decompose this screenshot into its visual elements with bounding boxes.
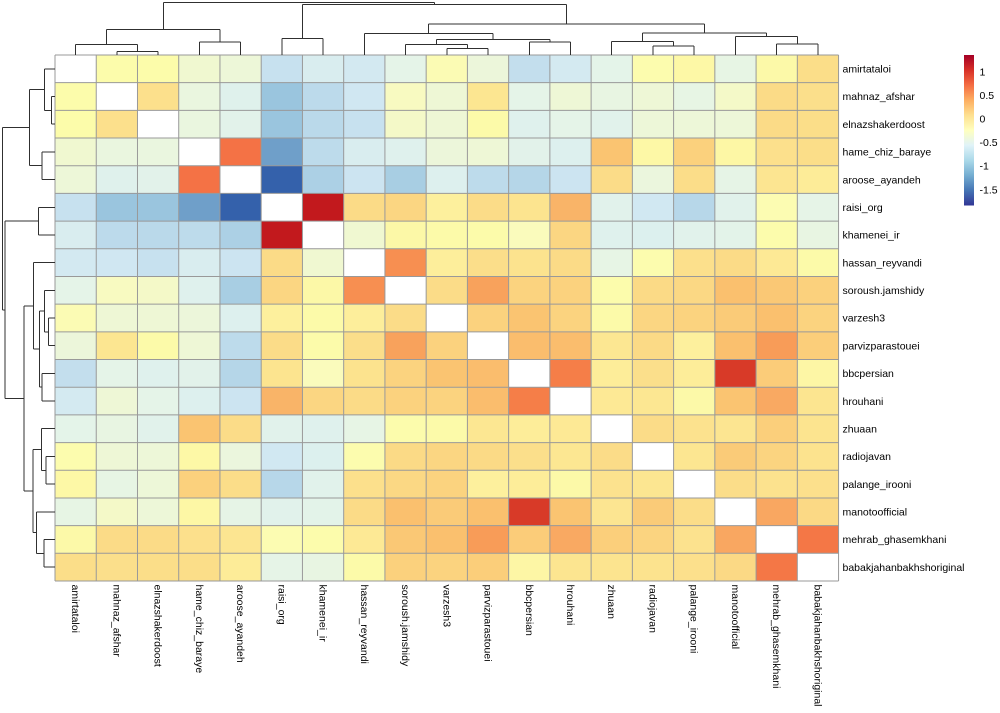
svg-text:manotoofficial: manotoofficial [843, 506, 908, 518]
svg-text:mahnaz_afshar: mahnaz_afshar [110, 585, 122, 658]
svg-text:bbcpersian: bbcpersian [523, 585, 535, 637]
svg-text:zhuaan: zhuaan [605, 585, 617, 620]
svg-text:parvizparastouei: parvizparastouei [843, 340, 920, 352]
svg-text:varzesh3: varzesh3 [843, 313, 886, 325]
svg-text:radiojavan: radiojavan [843, 451, 892, 463]
svg-text:raisi_org: raisi_org [275, 585, 287, 625]
svg-text:palange_irooni: palange_irooni [843, 479, 912, 491]
svg-text:-1: -1 [980, 161, 989, 173]
svg-text:aroose_ayandeh: aroose_ayandeh [234, 585, 246, 663]
svg-text:hame_chiz_baraye: hame_chiz_baraye [843, 147, 932, 159]
svg-text:babakjahanbakhshoriginal: babakjahanbakhshoriginal [843, 562, 965, 574]
svg-text:mehrab_ghasemkhani: mehrab_ghasemkhani [770, 585, 782, 689]
svg-text:raisi_org: raisi_org [843, 202, 883, 214]
svg-text:aroose_ayandeh: aroose_ayandeh [843, 174, 921, 186]
svg-text:palange_irooni: palange_irooni [688, 585, 700, 654]
svg-text:manotoofficial: manotoofficial [729, 585, 741, 650]
svg-text:soroush.jamshidy: soroush.jamshidy [843, 285, 925, 297]
svg-text:hame_chiz_baraye: hame_chiz_baraye [193, 585, 205, 674]
svg-text:amirtataloi: amirtataloi [69, 585, 81, 633]
svg-text:0.5: 0.5 [980, 90, 995, 102]
svg-text:babakjahanbakhshoriginal: babakjahanbakhshoriginal [811, 585, 823, 707]
svg-text:hassan_reyvandi: hassan_reyvandi [358, 585, 370, 664]
svg-text:mehrab_ghasemkhani: mehrab_ghasemkhani [843, 534, 947, 546]
svg-text:elnazshakerdoost: elnazshakerdoost [152, 585, 164, 667]
svg-text:varzesh3: varzesh3 [440, 585, 452, 628]
svg-text:radiojavan: radiojavan [646, 585, 658, 634]
svg-text:elnazshakerdoost: elnazshakerdoost [843, 119, 925, 131]
svg-text:0: 0 [980, 114, 986, 126]
svg-text:hrouhani: hrouhani [843, 396, 884, 408]
svg-text:bbcpersian: bbcpersian [843, 368, 895, 380]
svg-text:-0.5: -0.5 [980, 137, 998, 149]
svg-text:khamenei_ir: khamenei_ir [317, 585, 329, 643]
svg-text:amirtataloi: amirtataloi [843, 64, 891, 76]
svg-text:1: 1 [980, 66, 986, 78]
svg-text:hrouhani: hrouhani [564, 585, 576, 626]
svg-text:-1.5: -1.5 [980, 184, 998, 196]
svg-text:mahnaz_afshar: mahnaz_afshar [843, 91, 916, 103]
svg-text:parvizparastouei: parvizparastouei [482, 585, 494, 662]
svg-text:khamenei_ir: khamenei_ir [843, 230, 901, 242]
svg-text:hassan_reyvandi: hassan_reyvandi [843, 257, 922, 269]
svg-text:zhuaan: zhuaan [843, 423, 878, 435]
svg-text:soroush.jamshidy: soroush.jamshidy [399, 585, 411, 667]
